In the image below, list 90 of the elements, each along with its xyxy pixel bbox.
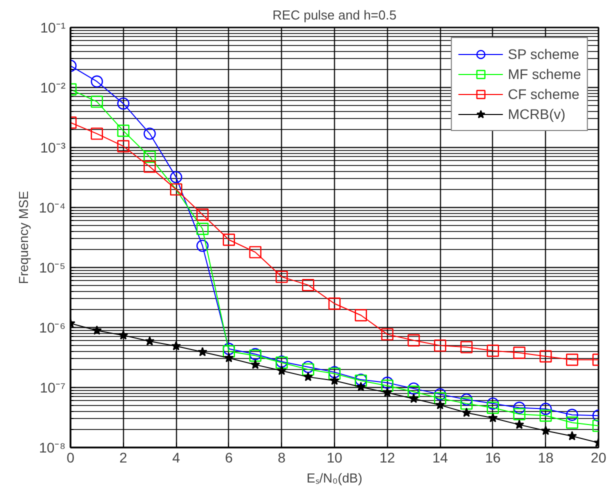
point <box>460 397 473 410</box>
x-tick-label: 4 <box>172 450 180 466</box>
point <box>381 328 394 340</box>
point <box>434 392 446 404</box>
point <box>302 360 314 374</box>
point <box>117 124 130 137</box>
point <box>462 408 472 417</box>
point <box>303 372 313 382</box>
point <box>356 382 366 392</box>
x-tick-label: 14 <box>432 450 448 466</box>
chart-title: REC pulse and h=0.5 <box>272 8 396 22</box>
point <box>460 341 473 354</box>
point <box>513 402 526 414</box>
point <box>90 75 103 88</box>
y-tick-label: 10⁻⁶ <box>39 320 66 336</box>
y-tick-label: 10⁻⁴ <box>38 200 66 216</box>
x-tick-label: 12 <box>380 450 396 466</box>
point <box>276 270 288 283</box>
y-tick-label: 10⁻³ <box>40 140 66 156</box>
legend-label: MCRB(v) <box>508 106 566 122</box>
point <box>144 160 156 173</box>
point <box>117 97 130 110</box>
point <box>513 346 526 359</box>
point <box>486 344 499 357</box>
point <box>566 354 578 366</box>
point <box>513 408 526 420</box>
point <box>435 400 445 410</box>
point <box>90 128 103 140</box>
point <box>144 336 155 346</box>
point <box>92 325 102 335</box>
x-tick-label: 0 <box>66 450 75 466</box>
point <box>540 402 552 415</box>
point <box>566 416 578 429</box>
point <box>144 150 156 163</box>
x-tick-label: 10 <box>326 450 342 466</box>
x-axis-title: Eₛ/N₀(dB) <box>306 470 362 486</box>
point <box>250 360 260 369</box>
x-tick-label: 20 <box>590 450 606 466</box>
y-axis-title: Frequency MSE <box>16 190 31 284</box>
point <box>330 376 340 385</box>
point <box>354 309 367 322</box>
point <box>170 171 182 184</box>
x-tick-label: 18 <box>538 450 554 466</box>
point <box>514 420 524 429</box>
point <box>222 342 235 355</box>
point <box>198 346 208 356</box>
legend-label: CF scheme <box>508 86 580 102</box>
y-tick-label: 10⁻⁸ <box>39 440 66 456</box>
point <box>434 388 446 400</box>
y-tick-label: 10⁻⁵ <box>39 260 66 276</box>
point <box>196 222 209 235</box>
y-tick-label: 10⁻¹ <box>40 20 66 36</box>
x-tick-label: 2 <box>119 450 128 466</box>
point <box>144 128 156 140</box>
point <box>249 246 262 258</box>
point <box>328 298 341 310</box>
y-tick-label: 10⁻² <box>40 80 66 96</box>
point <box>434 339 446 352</box>
point <box>381 380 394 392</box>
point <box>488 412 498 422</box>
point <box>408 394 419 403</box>
point <box>222 345 235 358</box>
point <box>460 393 473 406</box>
point <box>408 334 420 346</box>
point <box>408 386 420 398</box>
point <box>196 208 209 221</box>
point <box>196 240 209 252</box>
legend-label: MF scheme <box>508 66 581 82</box>
point <box>118 330 128 340</box>
y-tick-label: 10⁻⁷ <box>40 380 66 396</box>
point <box>276 366 287 376</box>
point <box>382 388 392 397</box>
point <box>171 340 181 350</box>
point <box>486 397 499 410</box>
point <box>90 96 103 108</box>
point <box>222 234 235 246</box>
point <box>567 430 577 440</box>
point <box>302 278 314 292</box>
point <box>566 408 578 421</box>
point <box>540 350 552 362</box>
point <box>302 363 314 376</box>
point <box>224 352 234 362</box>
x-tick-label: 8 <box>278 450 286 466</box>
point <box>540 410 552 422</box>
point <box>486 402 499 414</box>
point <box>117 140 130 152</box>
x-tick-label: 16 <box>485 450 501 466</box>
legend-label: SP scheme <box>508 46 580 62</box>
point <box>540 426 551 436</box>
x-tick-label: 6 <box>225 450 234 466</box>
